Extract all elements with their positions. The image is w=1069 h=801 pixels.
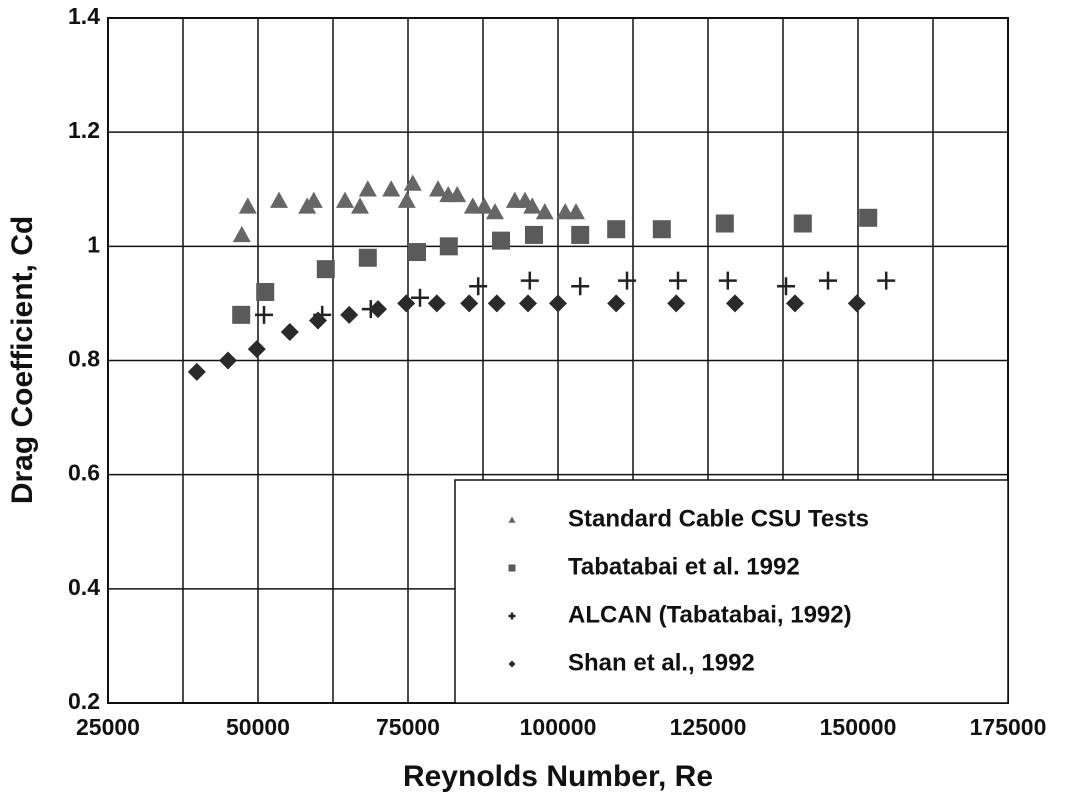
point-diamond <box>786 294 804 313</box>
point-square <box>859 208 878 227</box>
y-tick-label: 0.4 <box>68 574 100 600</box>
point-triangle <box>238 197 257 214</box>
point-diamond <box>460 294 479 313</box>
point-triangle <box>336 191 354 208</box>
point-square <box>508 564 516 572</box>
point-triangle <box>270 191 288 208</box>
point-diamond <box>487 294 506 313</box>
x-tick-label: 125000 <box>670 714 747 740</box>
point-diamond <box>280 322 299 341</box>
point-plus <box>877 271 896 290</box>
y-tick-label: 1.2 <box>68 117 100 143</box>
point-diamond <box>247 340 266 359</box>
point-triangle <box>567 203 585 220</box>
point-triangle <box>403 174 422 191</box>
point-triangle <box>475 197 494 214</box>
point-diamond <box>397 294 416 313</box>
point-square <box>316 260 335 279</box>
point-square <box>793 214 812 233</box>
y-tick-label: 1.4 <box>68 3 100 29</box>
point-triangle <box>486 203 504 220</box>
point-plus <box>411 288 429 307</box>
y-tick-label: 0.2 <box>68 688 100 714</box>
point-square <box>358 248 377 267</box>
y-tick-label: 0.6 <box>68 460 100 486</box>
point-plus <box>618 271 636 290</box>
point-diamond <box>187 362 206 381</box>
point-diamond <box>519 294 537 313</box>
point-square <box>439 237 458 256</box>
point-triangle <box>463 197 482 214</box>
y-tick-label: 1 <box>87 231 100 257</box>
point-plus <box>819 271 837 290</box>
point-triangle <box>382 180 401 197</box>
point-square <box>492 231 510 250</box>
point-triangle <box>429 180 447 197</box>
y-tick-label: 0.8 <box>68 346 100 372</box>
point-square <box>652 220 671 239</box>
legend-label: Shan et al., 1992 <box>568 649 755 676</box>
point-triangle <box>351 197 369 214</box>
point-plus <box>255 305 273 324</box>
point-plus <box>520 271 539 290</box>
point-triangle <box>523 197 542 214</box>
point-square <box>408 243 426 262</box>
point-diamond <box>369 300 387 319</box>
point-square <box>571 225 590 244</box>
point-diamond <box>549 294 567 313</box>
point-diamond <box>427 294 446 313</box>
legend-label: Standard Cable CSU Tests <box>568 505 869 532</box>
point-triangle <box>397 191 416 208</box>
point-plus <box>469 277 488 296</box>
point-triangle <box>232 225 251 243</box>
point-square <box>715 214 734 233</box>
point-triangle <box>448 185 467 203</box>
point-diamond <box>847 294 866 313</box>
x-tick-label: 150000 <box>820 714 897 740</box>
point-diamond <box>508 660 516 668</box>
legend-label: ALCAN (Tabatabai, 1992) <box>568 601 852 628</box>
point-plus <box>508 612 516 620</box>
point-triangle <box>358 180 377 197</box>
point-diamond <box>607 294 626 313</box>
point-diamond <box>726 294 744 313</box>
point-square <box>607 220 626 239</box>
point-square <box>525 225 543 244</box>
point-plus <box>571 277 590 296</box>
point-triangle <box>535 203 554 220</box>
point-square <box>256 283 275 301</box>
x-tick-label: 25000 <box>76 714 140 740</box>
x-tick-label: 75000 <box>376 714 440 740</box>
legend-label: Tabatabai et al. 1992 <box>568 553 800 580</box>
point-plus <box>669 271 687 290</box>
y-axis-title: Drag Coefficient, Cd <box>6 216 39 504</box>
point-triangle <box>304 191 323 208</box>
x-axis-title: Reynolds Number, Re <box>403 760 713 793</box>
point-triangle <box>508 516 516 523</box>
point-plus <box>718 271 737 290</box>
legend-box <box>454 479 1009 704</box>
point-diamond <box>667 294 686 313</box>
point-diamond <box>219 351 237 370</box>
point-diamond <box>340 305 359 324</box>
point-diamond <box>309 311 327 330</box>
x-tick-label: 100000 <box>520 714 597 740</box>
point-plus <box>777 277 795 296</box>
x-tick-label: 175000 <box>970 714 1047 740</box>
point-square <box>232 305 251 324</box>
x-tick-label: 50000 <box>226 714 290 740</box>
